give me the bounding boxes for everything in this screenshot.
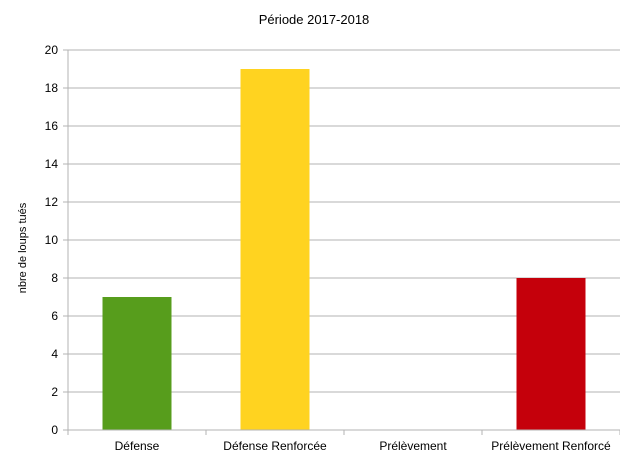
x-tick-label: Prélèvement Renforcé xyxy=(491,439,611,453)
x-tick-label: Défense xyxy=(115,439,160,453)
x-tick-label: Défense Renforcée xyxy=(223,439,327,453)
y-tick-label: 18 xyxy=(45,81,59,95)
y-tick-label: 2 xyxy=(51,385,58,399)
bar-4 xyxy=(516,278,586,430)
y-axis-label: nbre de loups tués xyxy=(17,202,29,293)
y-tick-label: 8 xyxy=(51,271,58,285)
chart-title: Période 2017-2018 xyxy=(259,12,370,27)
x-tick-labels: Défense Défense Renforcée Prélèvement Prélè… xyxy=(115,439,611,453)
y-tick-label: 0 xyxy=(51,423,58,437)
y-tick-label: 20 xyxy=(45,43,59,57)
y-tick-label: 16 xyxy=(45,119,59,133)
y-tick-label: 12 xyxy=(45,195,59,209)
x-tick-label: Prélèvement xyxy=(379,439,447,453)
y-tick-label: 10 xyxy=(45,233,59,247)
y-tick-label: 6 xyxy=(51,309,58,323)
y-tick-label: 4 xyxy=(51,347,58,361)
bars xyxy=(102,69,586,430)
y-tick-labels: 0 2 4 6 8 10 12 14 16 18 20 xyxy=(45,43,59,437)
axes xyxy=(63,49,620,435)
bar-2 xyxy=(240,69,310,430)
y-tick-label: 14 xyxy=(45,157,59,171)
bar-1 xyxy=(102,297,172,430)
